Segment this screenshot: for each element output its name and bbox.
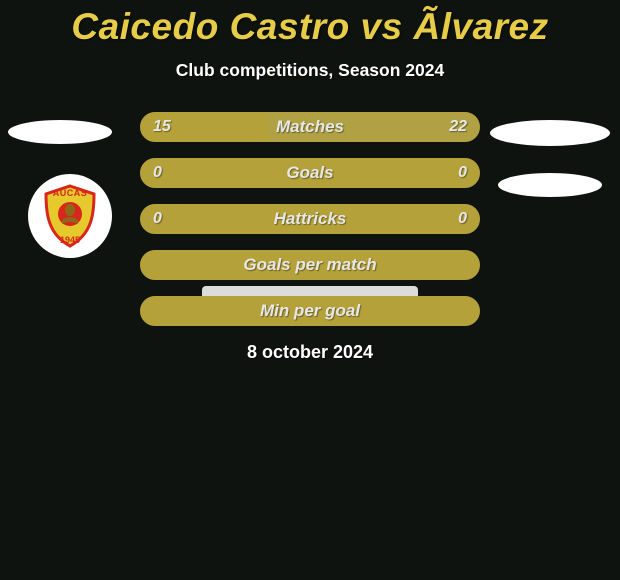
stat-bar-left-value: 15 xyxy=(153,113,171,141)
page-title: Caicedo Castro vs Ãlvarez xyxy=(0,0,620,48)
stat-bar-right-value: 22 xyxy=(449,113,467,141)
stat-bar-label: Hattricks xyxy=(141,205,479,233)
right-player-placeholder xyxy=(490,120,610,146)
subtitle: Club competitions, Season 2024 xyxy=(0,60,620,81)
stat-bar: Hattricks0 0 xyxy=(140,204,480,234)
left-club-badge: AUCAS 1945 xyxy=(28,174,112,258)
left-player-placeholder xyxy=(8,120,112,144)
stat-bar-right-value: 0 xyxy=(458,205,467,233)
footer-date: 8 october 2024 xyxy=(0,342,620,363)
club-year: 1945 xyxy=(42,235,98,245)
stat-bar-left-value: 0 xyxy=(153,159,162,187)
comparison-row: AUCAS 1945 Matches1522Goals00Hattricks00… xyxy=(0,116,620,276)
stat-bar: Matches15 22 xyxy=(140,112,480,142)
infographic: Caicedo Castro vs Ãlvarez Club competiti… xyxy=(0,0,620,580)
stat-bar-label: Goals per match xyxy=(141,251,479,279)
stat-bar-label: Goals xyxy=(141,159,479,187)
shield-icon: AUCAS 1945 xyxy=(42,184,98,248)
stat-bar: Min per goal xyxy=(140,296,480,326)
stat-bar-right-value: 0 xyxy=(458,159,467,187)
club-name: AUCAS xyxy=(42,188,98,198)
stat-bar: Goals0 0 xyxy=(140,158,480,188)
stat-bar-left-value: 0 xyxy=(153,205,162,233)
stat-bar-label: Min per goal xyxy=(141,297,479,325)
stat-bar: Goals per match xyxy=(140,250,480,280)
stat-bars: Matches1522Goals00Hattricks00Goals per m… xyxy=(140,112,480,342)
stat-bar-label: Matches xyxy=(141,113,479,141)
right-player-placeholder xyxy=(498,173,602,197)
